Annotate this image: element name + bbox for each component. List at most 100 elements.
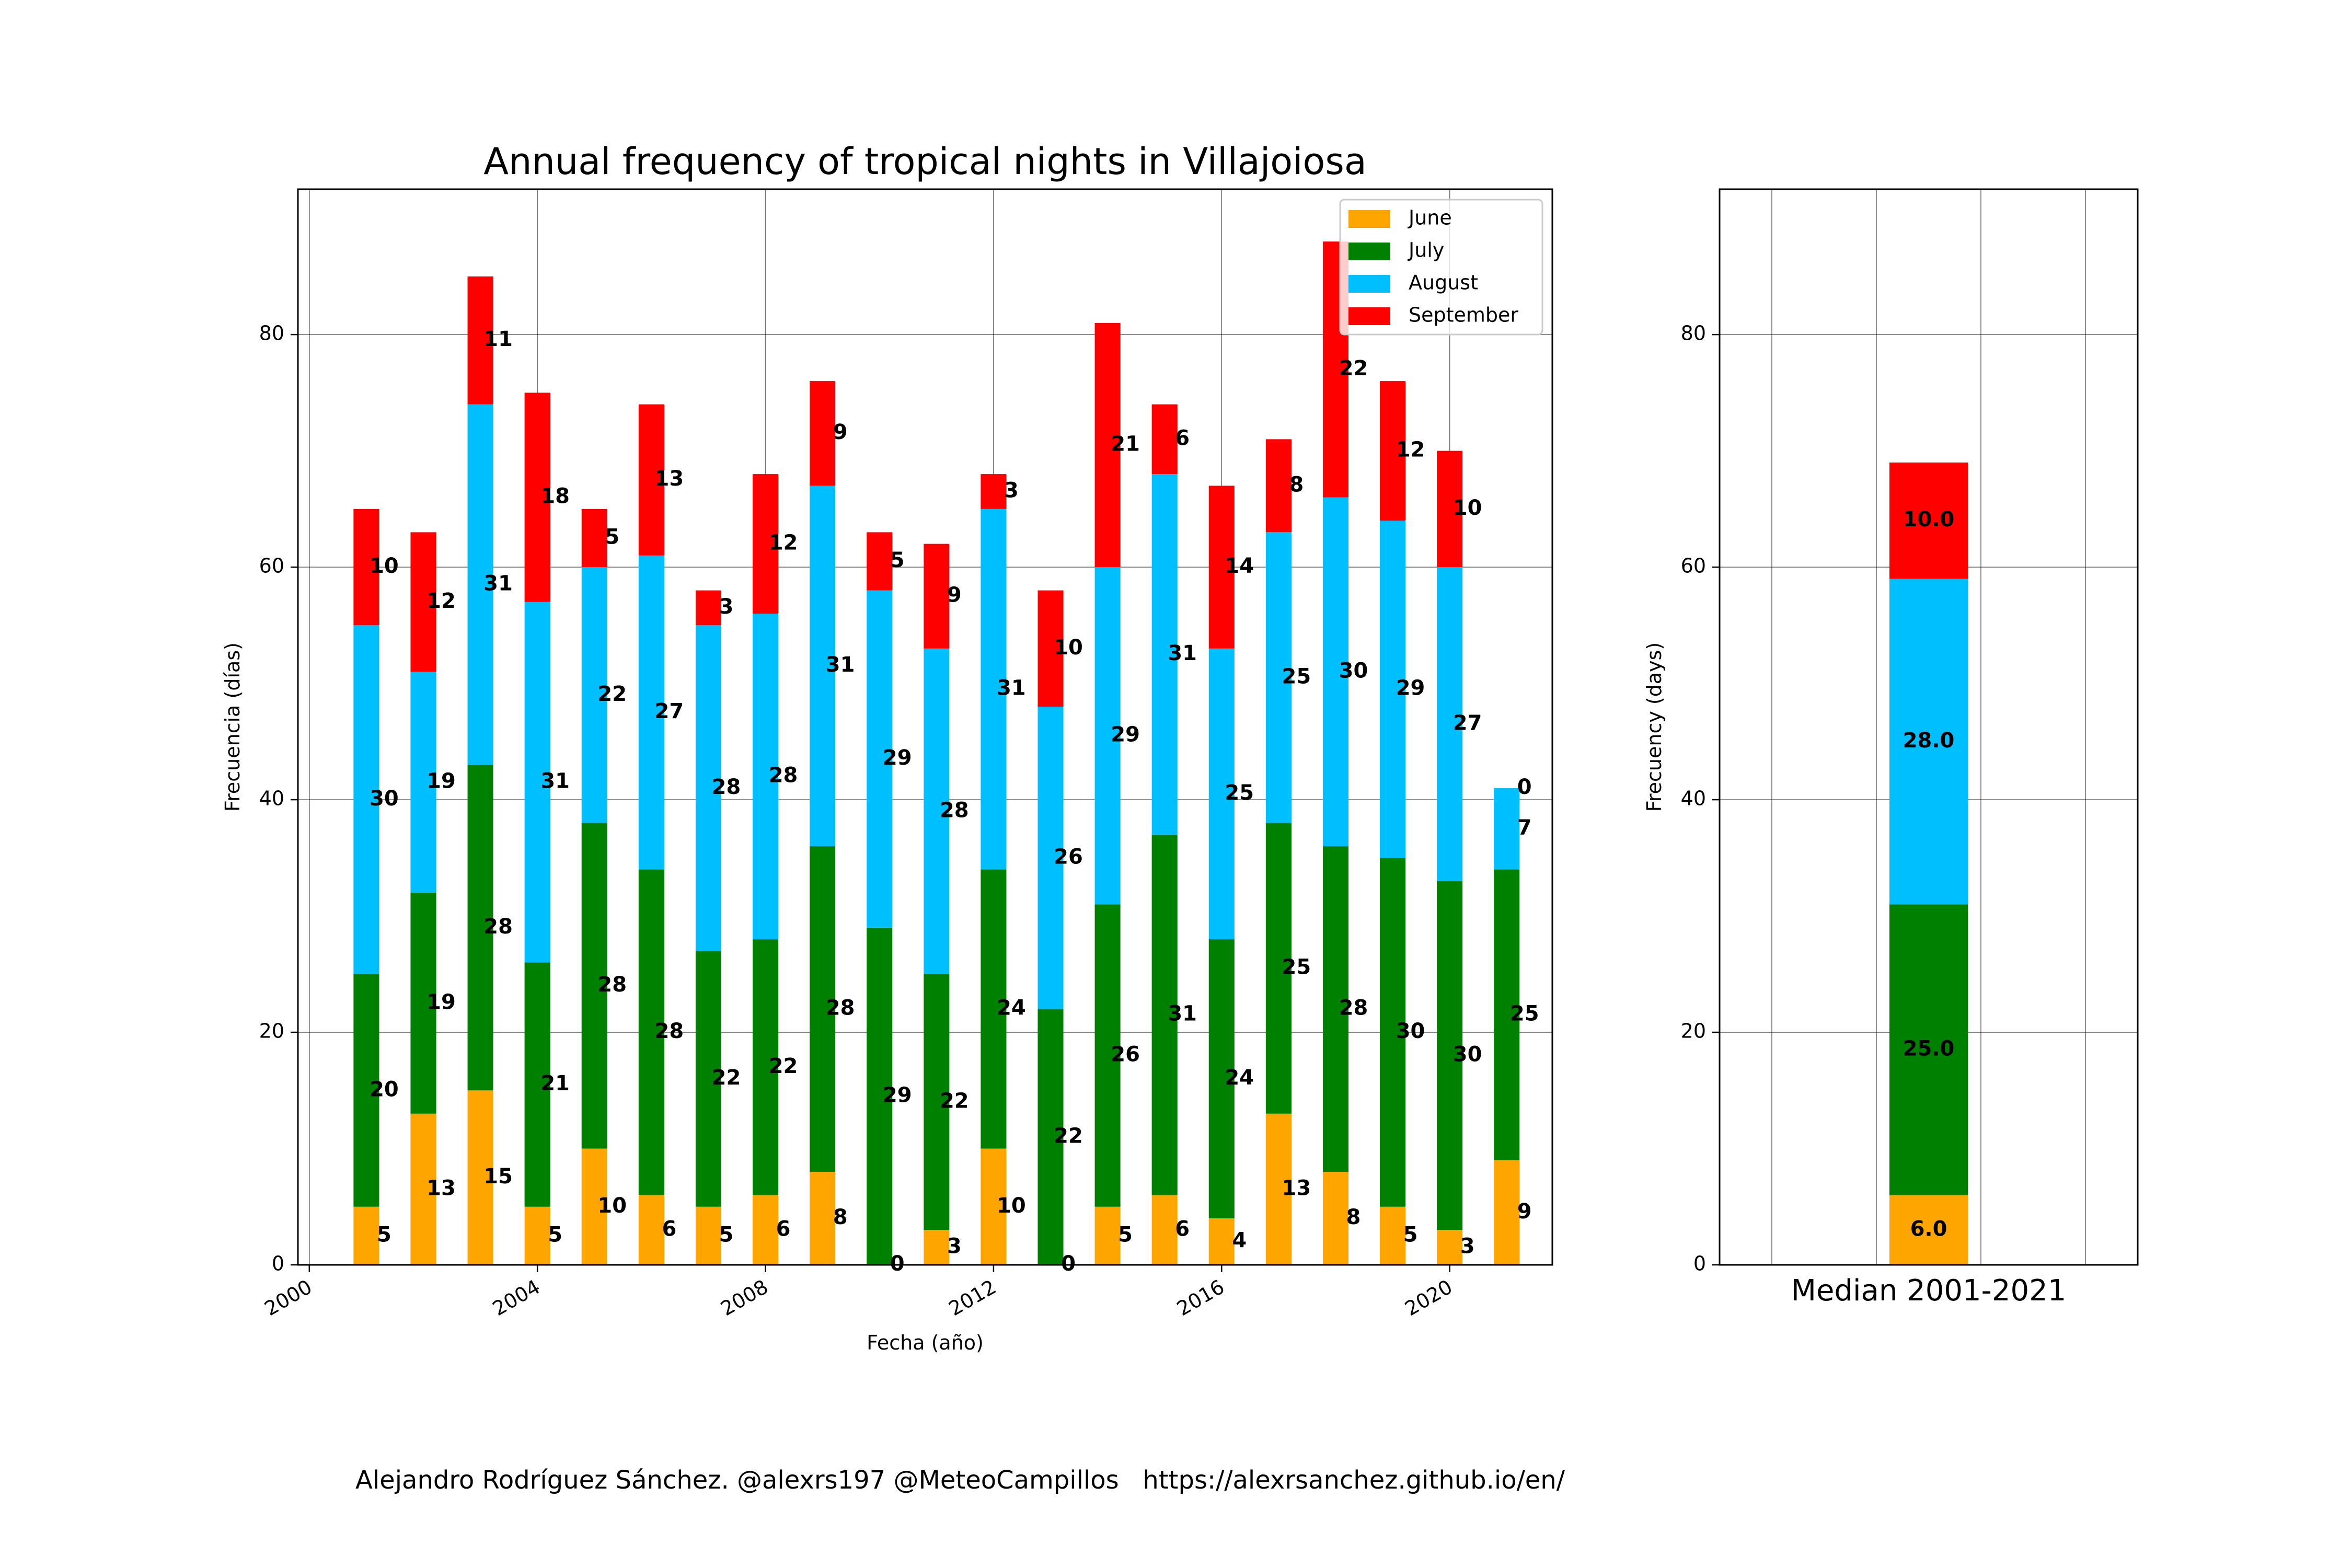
data-label-september-2019: 12 (1396, 438, 1425, 462)
data-label-july-2007: 22 (712, 1066, 741, 1090)
x-tick-label: 2012 (945, 1275, 1000, 1320)
bar-july-2010 (867, 927, 893, 1265)
data-label-august-2003: 31 (483, 571, 513, 595)
bar-september-2020 (1437, 451, 1463, 568)
data-label-september-2009: 9 (833, 420, 848, 444)
data-label-september-2020: 10 (1453, 496, 1482, 520)
data-label-july-2003: 28 (483, 915, 513, 939)
median-label-august: 28.0 (1903, 729, 1955, 753)
legend-label-july: July (1408, 239, 1444, 262)
bar-july-2018 (1322, 846, 1348, 1172)
bar-september-2007 (695, 590, 721, 626)
median-y-axis-label: Frecuency (days) (1643, 642, 1666, 812)
data-label-september-2013: 10 (1054, 636, 1083, 660)
y-tick-label: 40 (259, 787, 284, 810)
median-label-july: 25.0 (1903, 1036, 1955, 1060)
data-label-june-2012: 10 (997, 1194, 1026, 1218)
data-label-july-2017: 25 (1282, 955, 1311, 979)
bar-august-2012 (981, 509, 1007, 870)
bar-july-2008 (753, 939, 779, 1195)
bar-june-2008 (753, 1195, 779, 1265)
data-label-june-2016: 4 (1232, 1229, 1247, 1253)
median-label-september: 10.0 (1903, 508, 1955, 532)
y-tick-label: 40 (1681, 787, 1706, 810)
data-label-august-2011: 28 (940, 798, 969, 822)
bar-august-2009 (810, 486, 836, 847)
data-label-june-2009: 8 (833, 1205, 848, 1229)
bar-july-2009 (810, 846, 836, 1172)
bar-september-2019 (1380, 381, 1406, 521)
data-label-september-2017: 8 (1289, 472, 1304, 497)
data-label-september-2018: 22 (1339, 356, 1368, 381)
data-label-july-2005: 28 (597, 973, 627, 997)
data-label-september-2015: 6 (1175, 426, 1190, 450)
data-label-june-2010: 0 (890, 1252, 905, 1276)
data-label-september-2005: 5 (605, 525, 619, 549)
bar-september-2015 (1151, 404, 1178, 475)
data-label-june-2007: 5 (719, 1223, 734, 1247)
bar-july-2012 (981, 869, 1007, 1149)
bar-september-2010 (867, 532, 893, 591)
bar-july-2001 (353, 974, 379, 1207)
y-tick-label: 80 (1681, 322, 1706, 345)
median-x-label: Median 2001-2021 (1791, 1274, 2067, 1308)
bar-august-2003 (467, 404, 493, 765)
data-label-july-2002: 19 (426, 990, 456, 1014)
data-label-august-2021: 7 (1517, 816, 1532, 840)
data-label-september-2007: 3 (719, 595, 734, 619)
data-label-august-2005: 22 (597, 682, 627, 706)
data-label-august-2009: 31 (826, 653, 855, 677)
data-label-august-2007: 28 (712, 775, 741, 799)
data-label-july-2001: 20 (370, 1077, 399, 1101)
bar-july-2011 (924, 974, 950, 1230)
bar-september-2017 (1265, 439, 1292, 533)
data-label-august-2017: 25 (1282, 664, 1311, 688)
bar-june-2016 (1208, 1218, 1235, 1265)
data-label-june-2008: 6 (776, 1217, 791, 1241)
bar-september-2004 (524, 393, 550, 602)
median-bar-june (1889, 1195, 1968, 1265)
legend-items: June July August September (1348, 206, 1518, 327)
bar-july-2016 (1208, 939, 1235, 1219)
data-label-june-2015: 6 (1175, 1217, 1190, 1241)
bar-july-2007 (695, 951, 721, 1207)
data-label-june-2018: 8 (1346, 1205, 1361, 1229)
data-label-september-2014: 21 (1111, 432, 1140, 456)
y-tick-label: 60 (1681, 555, 1706, 578)
data-label-july-2016: 24 (1225, 1066, 1254, 1090)
bar-june-2012 (981, 1148, 1007, 1265)
data-label-june-2002: 13 (426, 1176, 456, 1200)
data-label-august-2012: 31 (997, 676, 1026, 700)
legend-swatch-june (1348, 210, 1390, 228)
median-bars (1889, 462, 1968, 1265)
data-label-september-2001: 10 (370, 554, 399, 578)
data-label-august-2015: 31 (1168, 641, 1197, 665)
data-label-july-2021: 25 (1510, 1002, 1539, 1026)
data-label-august-2020: 27 (1453, 711, 1482, 735)
bar-august-2002 (410, 672, 436, 893)
median-y-ticks: 0 20 40 60 80 (1681, 322, 1720, 1275)
data-label-september-2012: 3 (1004, 478, 1019, 502)
data-label-july-2018: 28 (1339, 996, 1368, 1020)
bar-august-2010 (867, 590, 893, 928)
data-label-july-2008: 22 (769, 1054, 798, 1078)
data-label-august-2010: 29 (883, 746, 912, 770)
data-label-june-2017: 13 (1282, 1176, 1311, 1200)
data-label-june-2005: 10 (597, 1194, 627, 1218)
main-bars (353, 241, 1520, 1265)
data-label-june-2011: 3 (947, 1235, 962, 1259)
footer-credit: Alejandro Rodríguez Sánchez. @alexrs197 … (355, 1466, 1565, 1495)
data-label-august-2002: 19 (426, 769, 456, 793)
data-label-august-2014: 29 (1111, 723, 1140, 747)
main-x-ticks: 2000 2004 2008 2012 2016 2020 (261, 1265, 1456, 1320)
bar-september-2008 (753, 474, 779, 614)
bar-july-2020 (1437, 881, 1463, 1230)
bar-september-2002 (410, 532, 436, 672)
bar-july-2021 (1494, 869, 1520, 1160)
bar-july-2002 (410, 893, 436, 1114)
bar-june-2001 (353, 1206, 379, 1265)
bar-june-2021 (1494, 1160, 1520, 1265)
bar-june-2002 (410, 1113, 436, 1265)
bar-june-2014 (1094, 1206, 1121, 1265)
